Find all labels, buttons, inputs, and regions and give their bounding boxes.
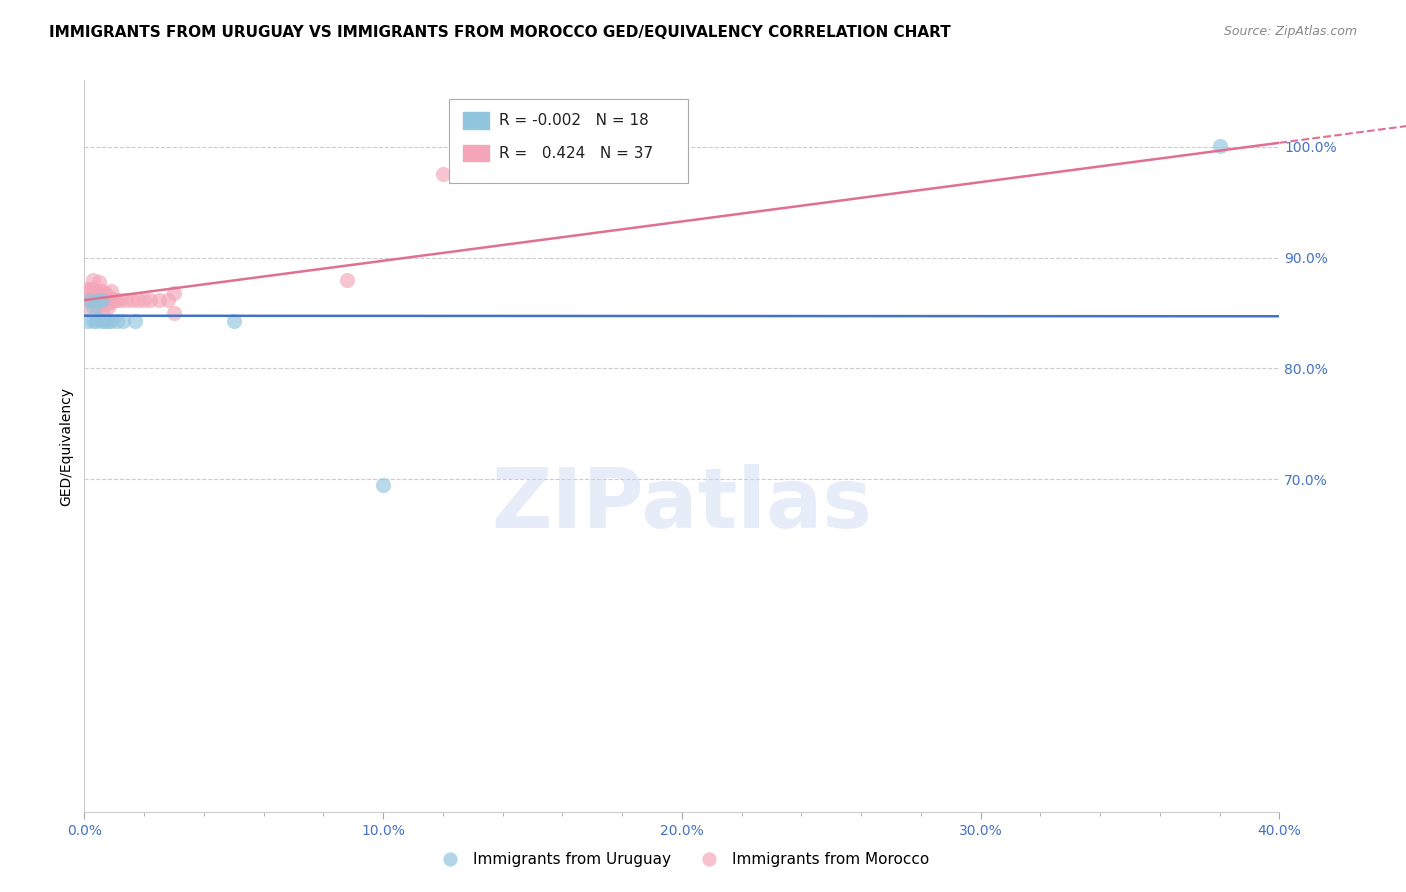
Point	[163, 286, 186, 301]
Point	[115, 293, 138, 307]
Point	[86, 314, 108, 328]
Point	[97, 301, 120, 315]
Point	[76, 293, 98, 307]
Point	[89, 297, 111, 311]
Point	[79, 293, 101, 307]
Point	[103, 293, 125, 307]
Point	[79, 282, 101, 296]
Point	[86, 284, 108, 298]
Point	[100, 284, 122, 298]
Point	[89, 293, 111, 307]
Point	[105, 293, 128, 307]
Point	[100, 314, 122, 328]
Point	[97, 314, 120, 328]
Text: R =   0.424   N = 37: R = 0.424 N = 37	[499, 146, 654, 161]
Point	[76, 301, 98, 315]
Point	[110, 293, 132, 307]
Point	[76, 314, 98, 328]
Point	[1209, 138, 1232, 153]
Point	[91, 306, 114, 320]
Point	[82, 293, 104, 307]
Point	[127, 293, 149, 307]
Text: Source: ZipAtlas.com: Source: ZipAtlas.com	[1223, 25, 1357, 38]
Bar	[463, 145, 489, 161]
Point	[82, 273, 104, 287]
Bar	[449, 99, 688, 183]
Point	[91, 314, 114, 328]
Point	[79, 293, 101, 307]
Point	[86, 293, 108, 307]
Point	[100, 294, 122, 309]
Point	[89, 311, 111, 326]
Text: ZIPatlas: ZIPatlas	[492, 464, 872, 545]
Point	[91, 293, 114, 307]
Point	[139, 293, 162, 307]
Point	[336, 273, 359, 287]
Point	[432, 168, 454, 182]
Point	[373, 477, 395, 491]
Point	[148, 293, 170, 307]
Point	[91, 294, 114, 309]
Point	[132, 293, 156, 307]
Point	[94, 286, 117, 301]
Point	[82, 301, 104, 315]
Point	[112, 314, 135, 328]
Legend: Immigrants from Uruguay, Immigrants from Morocco: Immigrants from Uruguay, Immigrants from…	[429, 847, 935, 873]
Point	[76, 282, 98, 296]
Point	[94, 297, 117, 311]
Point	[163, 306, 186, 320]
Point	[82, 314, 104, 328]
Point	[157, 293, 180, 307]
Point	[97, 289, 120, 303]
Y-axis label: GED/Equivalency: GED/Equivalency	[59, 386, 73, 506]
Point	[124, 314, 146, 328]
Point	[82, 282, 104, 296]
Bar	[463, 112, 489, 128]
Point	[222, 314, 245, 328]
Point	[94, 314, 117, 328]
Point	[86, 301, 108, 315]
Point	[89, 275, 111, 289]
Text: R = -0.002   N = 18: R = -0.002 N = 18	[499, 113, 648, 128]
Point	[91, 284, 114, 298]
Point	[105, 314, 128, 328]
Point	[121, 293, 143, 307]
Text: IMMIGRANTS FROM URUGUAY VS IMMIGRANTS FROM MOROCCO GED/EQUIVALENCY CORRELATION C: IMMIGRANTS FROM URUGUAY VS IMMIGRANTS FR…	[49, 25, 950, 40]
Point	[89, 286, 111, 301]
